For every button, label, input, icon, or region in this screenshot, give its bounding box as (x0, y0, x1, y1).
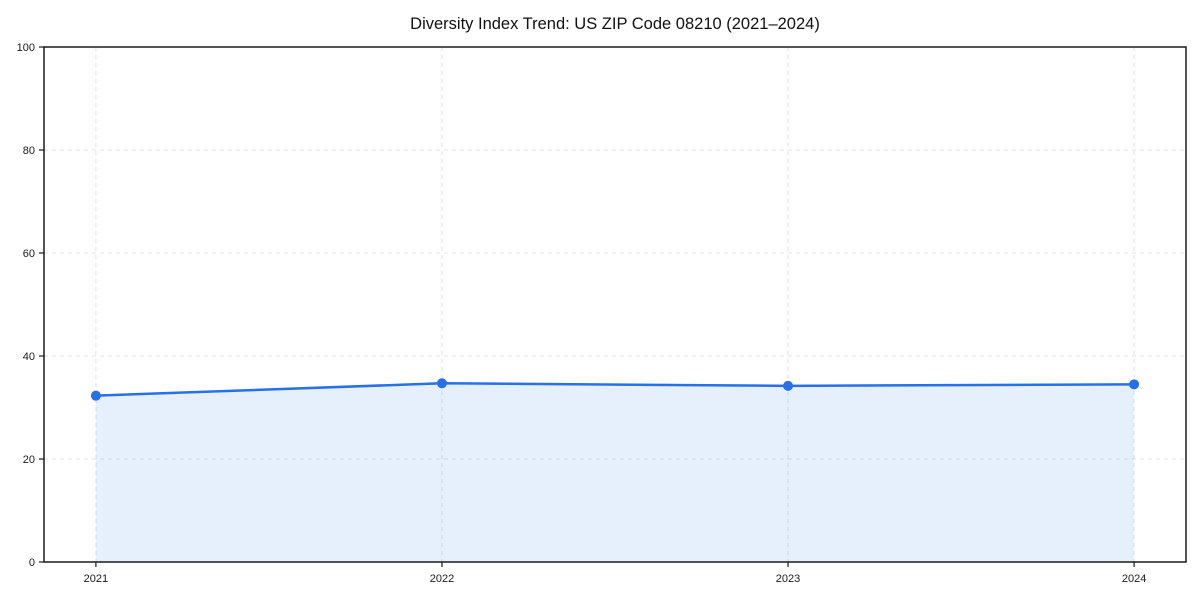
axis-layer: 0 20 40 60 80 100 2021 2022 2023 2024 (17, 42, 1187, 585)
y-tick-label: 0 (29, 557, 35, 569)
y-tick-label: 80 (23, 145, 35, 157)
x-tick-label: 2022 (430, 573, 454, 585)
chart-title: Diversity Index Trend: US ZIP Code 08210… (410, 15, 820, 33)
data-point (436, 378, 447, 389)
y-tick-label: 100 (17, 42, 35, 54)
area-fill (95, 383, 1135, 562)
plot-frame (43, 46, 1187, 563)
x-tick-label: 2021 (84, 573, 108, 585)
series-layer (90, 378, 1140, 562)
data-point (783, 380, 794, 391)
y-tick-label: 60 (23, 248, 35, 260)
trend-line (94, 382, 1136, 397)
data-point (1129, 379, 1140, 390)
x-tick-label: 2024 (1122, 573, 1146, 585)
x-tick-label: 2023 (776, 573, 800, 585)
data-point (90, 390, 101, 401)
y-tick-label: 40 (23, 351, 35, 363)
y-tick-label: 20 (23, 454, 35, 466)
